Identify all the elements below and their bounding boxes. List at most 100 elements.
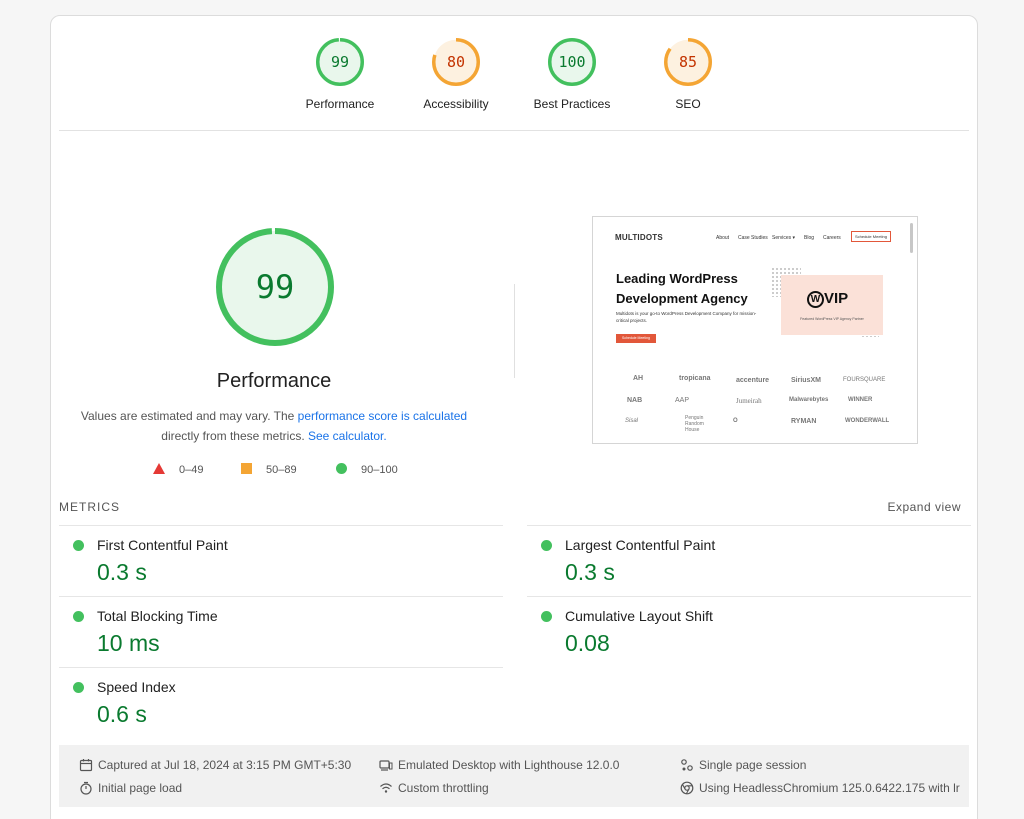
gauge-performance[interactable]: 99 Performance xyxy=(285,38,395,111)
legend-average-label: 50–89 xyxy=(266,464,297,476)
brand-logo: NAB xyxy=(627,397,643,404)
legend-fail-label: 0–49 xyxy=(179,464,204,476)
metric-name: First Contentful Paint xyxy=(97,537,228,553)
see-calculator-link[interactable]: See calculator. xyxy=(307,429,387,443)
thumbnail-headline: Leading WordPress Development Agency xyxy=(616,271,748,306)
metric-value: 0.3 s xyxy=(565,559,615,585)
thumbnail-vip-caption: Featured WordPress VIP Agency Partner xyxy=(800,317,864,321)
pass-dot-icon xyxy=(73,611,84,622)
report-card: 99 Performance 80 Accessibility 100 Best… xyxy=(50,15,978,819)
session-icon xyxy=(681,759,693,771)
gauge-score: 85 xyxy=(678,53,698,71)
gauge-score: 100 xyxy=(558,53,586,71)
metric-name: Total Blocking Time xyxy=(97,608,218,624)
metric-value: 0.08 xyxy=(565,630,610,656)
gauge-fill xyxy=(665,39,711,85)
brand-logo: SiriusXM xyxy=(791,377,821,384)
brand-logo: accenture xyxy=(736,377,770,384)
metric-value: 10 ms xyxy=(97,630,160,656)
wordpress-vip-logo: W VIP xyxy=(807,290,848,308)
gauge-seo[interactable]: 85 SEO xyxy=(633,38,743,111)
metric-cls: Cumulative Layout Shift 0.08 xyxy=(527,596,971,667)
runtime-settings: Captured at Jul 18, 2024 at 3:15 PM GMT+… xyxy=(59,745,969,807)
thumbnail-nav-item: Services ▾ xyxy=(772,235,796,241)
brand-logo: WINNER xyxy=(848,397,873,403)
thumbnail-nav: MULTIDOTS About Case Studies Services ▾ … xyxy=(615,231,897,245)
gauge-arc xyxy=(216,228,334,346)
expand-view-toggle[interactable]: Expand view xyxy=(887,500,961,514)
gauge-ring xyxy=(432,38,480,86)
pass-dot-icon xyxy=(541,611,552,622)
legend-pass-label: 90–100 xyxy=(361,464,398,476)
wifi-icon xyxy=(380,783,392,793)
gauge-label: Accessibility xyxy=(423,97,489,111)
circle-icon xyxy=(336,463,347,474)
metrics-heading: METRICS xyxy=(59,500,120,514)
pass-dot-icon xyxy=(541,540,552,551)
brand-logo: FOURSQUARE xyxy=(843,377,886,383)
gauge-ring xyxy=(664,38,712,86)
pass-dot-icon xyxy=(73,682,84,693)
gauge-label: Performance xyxy=(305,97,375,111)
metric-lcp: Largest Contentful Paint 0.3 s xyxy=(527,525,971,596)
legend-fail: 0–49 xyxy=(153,463,203,476)
gauge-ring xyxy=(548,38,596,86)
gauge-arc xyxy=(316,38,364,86)
device-text: Emulated Desktop with Lighthouse 12.0.0 xyxy=(398,758,620,772)
calendar-icon xyxy=(79,759,93,772)
gauge-fill xyxy=(219,231,331,343)
thumbnail-nav-item: Careers xyxy=(823,235,841,241)
desc-text-2: directly from these metrics. xyxy=(161,429,308,443)
score-calculated-link[interactable]: performance score is calculated xyxy=(297,409,468,423)
metric-fcp: First Contentful Paint 0.3 s xyxy=(59,525,503,596)
gauge-arc xyxy=(432,38,480,86)
metric-speed-index: Speed Index 0.6 s xyxy=(59,667,503,738)
triangle-icon xyxy=(153,463,165,474)
load-text: Initial page load xyxy=(98,781,183,795)
divider xyxy=(59,130,969,131)
brand-logo: AH xyxy=(633,375,644,382)
metric-name: Cumulative Layout Shift xyxy=(565,608,713,624)
legend-pass: 90–100 xyxy=(336,463,398,476)
performance-score: 99 xyxy=(255,268,295,306)
performance-description: Values are estimated and may vary. The p… xyxy=(75,406,473,446)
session-text: Single page session xyxy=(699,758,807,772)
thumbnail-nav-item: Blog xyxy=(804,235,815,241)
desktop-icon xyxy=(379,760,393,771)
gauge-arc xyxy=(548,38,596,86)
thumbnail-subtext: Multidots is your go-to WordPress Develo… xyxy=(616,311,757,323)
brand-logo: WONDERWALL xyxy=(845,418,890,424)
brand-logo: Jumeirah xyxy=(736,397,762,405)
vertical-divider xyxy=(514,284,515,378)
gauge-fill xyxy=(549,39,595,85)
desc-text: Values are estimated and may vary. The xyxy=(80,409,298,423)
gauge-best-practices[interactable]: 100 Best Practices xyxy=(517,38,627,111)
metric-value: 0.6 s xyxy=(97,701,147,727)
performance-title: Performance xyxy=(216,370,332,392)
gauge-accessibility[interactable]: 80 Accessibility xyxy=(401,38,511,111)
performance-gauge: 99 xyxy=(216,228,334,346)
brand-logo: Penguin Random House xyxy=(685,415,704,433)
thumbnail-schedule-button: Schedule Meeting xyxy=(850,231,891,242)
brand-logo: Malwarebytes xyxy=(789,397,829,403)
brand-logo: RYMAN xyxy=(791,418,817,425)
gauge-score: 99 xyxy=(330,53,350,71)
performance-ring xyxy=(216,228,334,346)
thumbnail-vip-card: W VIP Featured WordPress VIP Agency Partn… xyxy=(781,275,883,335)
square-icon xyxy=(241,463,252,474)
thumbnail-nav-item: About xyxy=(716,235,730,241)
metric-name: Largest Contentful Paint xyxy=(565,537,716,553)
metric-name: Speed Index xyxy=(97,679,176,695)
brand-logo: O xyxy=(733,418,738,424)
brand-logo: tropicana xyxy=(679,375,711,382)
page-screenshot[interactable]: MULTIDOTS About Case Studies Services ▾ … xyxy=(592,216,918,444)
browser-text: Using HeadlessChromium 125.0.6422.175 wi… xyxy=(699,781,960,795)
metric-value: 0.3 s xyxy=(97,559,147,585)
gauge-ring xyxy=(316,38,364,86)
gauge-fill xyxy=(317,39,363,85)
metric-tbt: Total Blocking Time 10 ms xyxy=(59,596,503,667)
gauge-score: 80 xyxy=(446,53,466,71)
gauge-arc xyxy=(664,38,712,86)
score-gauges: 99 Performance 80 Accessibility 100 Best… xyxy=(51,16,977,132)
legend-average: 50–89 xyxy=(241,463,297,476)
